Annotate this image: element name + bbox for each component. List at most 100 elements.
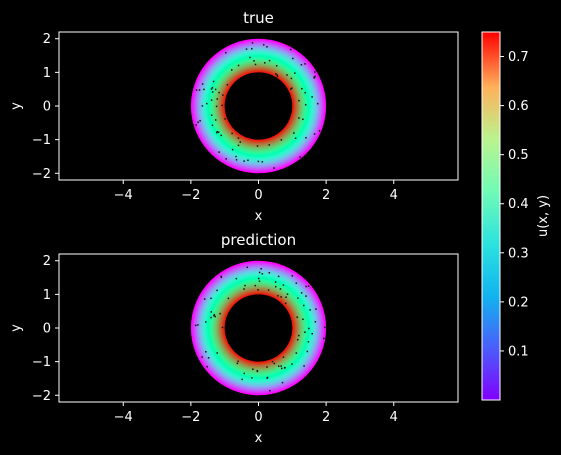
field-speck (266, 377, 268, 379)
field-speck (213, 313, 216, 316)
field-speck (199, 119, 201, 122)
field-speck (254, 63, 257, 66)
field-speck (210, 99, 213, 101)
field-speck (243, 372, 246, 375)
field-speck (220, 276, 223, 278)
y-axis-label: y (9, 102, 24, 110)
field-speck (239, 141, 242, 143)
field-speck (210, 114, 213, 116)
field-speck (221, 104, 223, 107)
y-tick-label: 2 (43, 32, 51, 47)
field-speck (237, 137, 240, 139)
field-speck (313, 133, 316, 135)
field-speck (235, 159, 238, 161)
field-speck (282, 284, 285, 286)
field-speck (275, 64, 278, 67)
field-speck (216, 130, 219, 133)
field-speck (295, 352, 298, 354)
field-speck (299, 156, 301, 158)
field-speck (292, 57, 294, 60)
field-speck (257, 160, 260, 163)
field-speck (214, 88, 217, 91)
field-speck (298, 334, 300, 337)
field-speck (304, 63, 306, 65)
field-speck (284, 302, 287, 305)
field-speck (302, 118, 304, 121)
true-panel: −4 −2 0 2 4 −2 −1 0 1 2 true x y (9, 9, 459, 224)
field-speck (216, 131, 218, 134)
field-speck (274, 281, 277, 283)
field-speck (313, 77, 316, 79)
x-tick-label: 2 (322, 410, 330, 425)
field-speck (231, 132, 233, 135)
field-speck (224, 118, 226, 120)
field-speck (195, 89, 198, 91)
field-speck (303, 304, 305, 307)
x-tick-label: 2 (322, 188, 330, 203)
field-speck (289, 88, 292, 90)
field-speck (291, 363, 293, 365)
field-speck (273, 362, 276, 365)
field-speck (311, 332, 313, 335)
field-speck (314, 71, 316, 73)
field-speck (285, 296, 287, 298)
y-tick-label: −1 (32, 355, 51, 370)
field-speck (262, 44, 265, 46)
field-speck (304, 103, 307, 106)
field-speck (280, 139, 283, 141)
field-speck (252, 368, 254, 370)
field-speck (211, 86, 214, 89)
field-speck (203, 88, 205, 91)
field-speck (210, 311, 213, 313)
field-speck (324, 326, 326, 329)
field-speck (253, 60, 255, 62)
y-tick-label: −2 (32, 167, 51, 182)
x-tick-label: 0 (254, 188, 262, 203)
field-speck (276, 74, 278, 76)
field-speck (214, 119, 217, 121)
y-tick-label: 1 (43, 288, 51, 303)
colorbar-tick-label: 0.7 (508, 50, 529, 65)
inner-hole (224, 72, 293, 140)
field-speck (261, 273, 264, 275)
field-speck (216, 98, 219, 100)
field-speck (249, 56, 251, 59)
field-speck (309, 309, 311, 311)
field-speck (286, 293, 289, 295)
field-speck (237, 144, 240, 147)
field-speck (289, 48, 292, 51)
x-axis-label: x (255, 431, 263, 446)
field-speck (261, 160, 264, 163)
field-speck (302, 318, 304, 321)
field-speck (254, 284, 257, 287)
x-tick-label: −4 (114, 188, 133, 203)
field-speck (212, 80, 215, 83)
field-speck (307, 341, 310, 343)
field-speck (194, 324, 197, 327)
field-speck (298, 117, 300, 119)
field-speck (293, 132, 295, 134)
field-speck (258, 280, 261, 282)
panel-title: prediction (221, 231, 296, 249)
field-speck (241, 378, 243, 381)
field-speck (314, 75, 316, 78)
annulus-field (190, 260, 327, 396)
field-speck (219, 312, 221, 315)
field-speck (305, 285, 307, 288)
field-speck (300, 292, 303, 294)
y-tick-label: 2 (43, 254, 51, 269)
colorbar: 0.1 0.2 0.3 0.4 0.5 0.6 0.7 u(x, y) (481, 31, 551, 401)
field-speck (201, 83, 204, 85)
field-speck (197, 121, 199, 124)
field-speck (210, 297, 212, 300)
field-speck (256, 370, 259, 373)
field-speck (246, 266, 249, 269)
field-speck (257, 289, 259, 291)
field-speck (298, 99, 300, 102)
field-speck (268, 144, 270, 146)
field-speck (213, 314, 215, 317)
field-speck (280, 367, 283, 370)
x-tick-label: −4 (114, 410, 133, 425)
field-speck (263, 62, 266, 64)
field-speck (291, 275, 294, 277)
